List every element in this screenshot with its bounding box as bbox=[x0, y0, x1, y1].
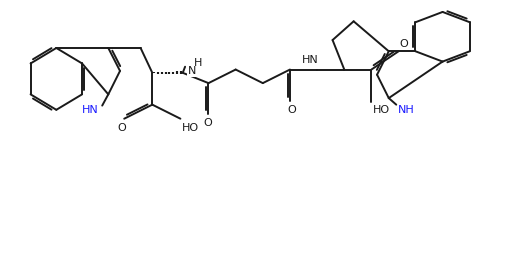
Text: HO: HO bbox=[182, 123, 199, 133]
Text: HN: HN bbox=[82, 105, 99, 115]
Text: N: N bbox=[188, 66, 196, 76]
Text: NH: NH bbox=[398, 105, 415, 115]
Text: O: O bbox=[203, 118, 212, 128]
Text: HO: HO bbox=[373, 105, 391, 115]
Text: HN: HN bbox=[302, 55, 319, 65]
Text: H: H bbox=[193, 58, 202, 68]
Text: O: O bbox=[118, 123, 126, 133]
Text: O: O bbox=[287, 105, 296, 115]
Text: NH: NH bbox=[398, 105, 415, 115]
Text: HN: HN bbox=[82, 105, 99, 115]
Text: O: O bbox=[400, 39, 409, 49]
